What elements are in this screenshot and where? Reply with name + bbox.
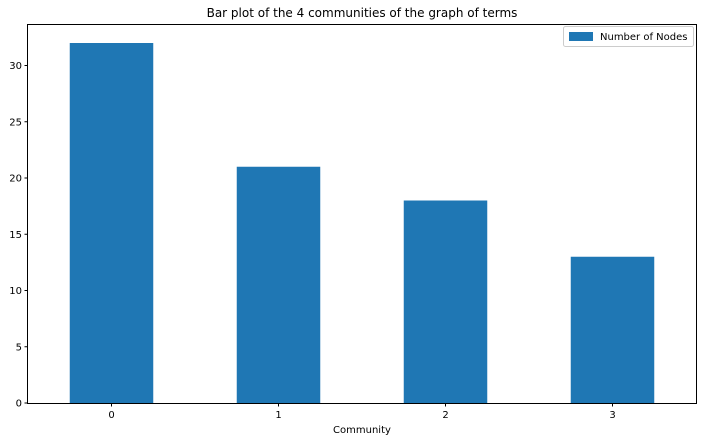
- y-tick-label: 5: [16, 342, 22, 353]
- y-tick-label: 0: [16, 399, 22, 410]
- x-tick-label: 1: [275, 410, 281, 421]
- y-tick-label: 20: [9, 174, 22, 185]
- bar-3: [570, 256, 655, 403]
- x-tick-label: 3: [609, 410, 615, 421]
- legend: Number of Nodes: [563, 26, 694, 47]
- legend-label: Number of Nodes: [600, 32, 687, 43]
- bar-0: [69, 43, 154, 403]
- chart-title: Bar plot of the 4 communities of the gra…: [207, 6, 518, 20]
- y-tick-label: 10: [9, 286, 22, 297]
- bar-2: [403, 200, 488, 403]
- bars-layer: [69, 43, 655, 403]
- y-tick-label: 15: [9, 230, 22, 241]
- legend-box: [563, 26, 694, 47]
- plot-frame: [27, 24, 697, 404]
- y-tick-label: 30: [9, 61, 22, 72]
- y-axis: 0 5 10 15 20 25 30: [9, 61, 28, 410]
- x-tick-label: 0: [108, 410, 114, 421]
- x-tick-label: 2: [442, 410, 448, 421]
- x-axis-label: Community: [333, 425, 391, 436]
- legend-swatch: [569, 32, 593, 41]
- bar-1: [236, 166, 321, 403]
- y-tick-label: 25: [9, 117, 22, 128]
